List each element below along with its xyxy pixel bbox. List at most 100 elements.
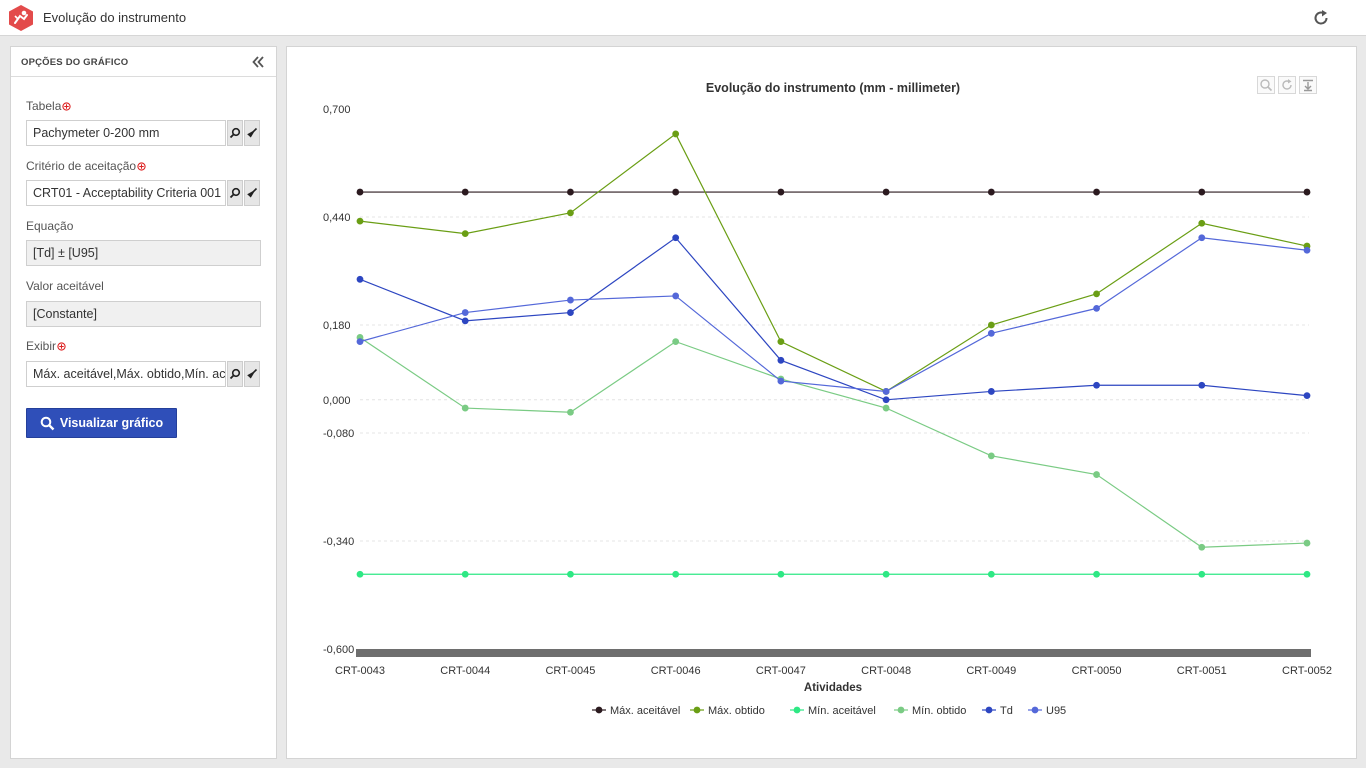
criterio-field[interactable]: CRT01 - Acceptability Criteria 001	[26, 180, 226, 206]
equacao-field: [Td] ± [U95]	[26, 240, 261, 266]
export-button[interactable]	[1299, 76, 1317, 94]
top-bar: Evolução do instrumento	[0, 0, 1366, 36]
chart-options-panel: OPÇÕES DO GRÁFICO Tabela Pachymeter 0-20…	[10, 46, 277, 759]
tabela-clear-button[interactable]	[244, 120, 260, 146]
series-line	[359, 237, 1308, 393]
legend-label: Td	[1000, 705, 1013, 717]
data-point	[672, 188, 680, 196]
data-point	[1198, 188, 1206, 196]
data-point	[1303, 392, 1311, 400]
data-point	[1093, 304, 1100, 312]
visualizar-grafico-button[interactable]: Visualizar gráfico	[26, 408, 177, 438]
data-point	[882, 404, 890, 412]
data-point	[1093, 290, 1100, 298]
x-axis-bar	[356, 649, 1311, 657]
required-icon	[57, 342, 66, 351]
data-point	[1198, 381, 1206, 389]
criterio-clear-button[interactable]	[244, 180, 260, 206]
data-point	[1303, 246, 1311, 254]
data-point	[356, 275, 364, 283]
data-point	[987, 188, 995, 196]
tabela-field[interactable]: Pachymeter 0-200 mm	[26, 120, 226, 146]
series-line	[359, 133, 1308, 393]
data-point	[567, 309, 574, 316]
broom-icon	[247, 187, 258, 198]
data-point	[882, 388, 890, 395]
data-point	[672, 130, 680, 138]
data-point	[461, 404, 469, 412]
data-point	[987, 452, 995, 460]
data-point	[777, 377, 785, 385]
series-line	[359, 336, 1308, 548]
data-point	[461, 230, 469, 238]
data-point	[777, 570, 785, 578]
y-tick-label: 0,440	[323, 212, 351, 224]
reset-zoom-icon	[1282, 79, 1292, 90]
panel-title: OPÇÕES DO GRÁFICO	[21, 57, 129, 68]
zoom-button[interactable]	[1257, 76, 1275, 94]
data-point	[461, 570, 469, 578]
y-tick-label: -0,600	[323, 644, 354, 656]
data-point	[356, 338, 364, 346]
chart-title: Evolução do instrumento (mm - millimeter…	[706, 81, 960, 95]
y-tick-label: -0,080	[323, 428, 354, 440]
x-tick-label: CRT-0051	[1177, 665, 1227, 677]
legend-label: Mín. obtido	[912, 705, 966, 717]
legend-marker	[1031, 706, 1039, 714]
exibir-clear-button[interactable]	[244, 361, 260, 387]
required-icon	[137, 162, 146, 171]
export-icon	[1303, 79, 1313, 92]
series-line	[359, 236, 1308, 401]
y-tick-label: 0,000	[323, 395, 351, 407]
data-point	[777, 356, 785, 364]
x-tick-label: CRT-0049	[966, 665, 1016, 677]
search-icon	[229, 368, 241, 380]
panel-header: OPÇÕES DO GRÁFICO	[11, 47, 276, 77]
data-point	[1198, 234, 1206, 242]
y-tick-label: 0,180	[323, 320, 351, 332]
data-point	[567, 296, 574, 304]
search-icon	[40, 416, 55, 430]
double-chevron-left-icon[interactable]	[250, 54, 266, 70]
data-point	[1093, 570, 1100, 578]
legend-label: U95	[1046, 705, 1066, 717]
data-point	[987, 321, 995, 329]
x-tick-label: CRT-0043	[335, 665, 385, 677]
legend-label: Máx. obtido	[708, 705, 765, 717]
data-point	[987, 570, 995, 578]
criterio-search-button[interactable]	[227, 180, 243, 206]
data-point	[987, 388, 995, 395]
data-point	[1303, 570, 1311, 578]
required-icon	[62, 102, 72, 111]
legend-marker	[897, 706, 905, 714]
line-chart: Evolução do instrumento (mm - millimeter…	[323, 81, 1332, 717]
data-point	[461, 188, 469, 196]
data-point	[672, 234, 680, 242]
data-point	[567, 209, 574, 217]
broom-icon	[247, 127, 258, 138]
tabela-search-button[interactable]	[227, 120, 243, 146]
data-point	[567, 570, 574, 578]
data-point	[567, 188, 574, 196]
data-point	[1303, 539, 1311, 547]
zoom-icon	[1260, 79, 1273, 92]
search-icon	[229, 187, 241, 199]
valor-label: Valor aceitável	[26, 279, 104, 293]
valor-field: [Constante]	[26, 301, 261, 327]
exibir-field[interactable]: Máx. aceitável,Máx. obtido,Mín. aceitáve…	[26, 361, 226, 387]
legend-marker	[595, 706, 603, 714]
refresh-icon[interactable]	[1310, 8, 1332, 28]
search-icon	[229, 127, 241, 139]
y-tick-label: -0,340	[323, 536, 354, 548]
exibir-search-button[interactable]	[227, 361, 243, 387]
broom-icon	[247, 368, 258, 379]
data-point	[672, 570, 680, 578]
data-point	[1093, 381, 1100, 389]
legend-marker	[793, 706, 801, 714]
x-tick-label: CRT-0050	[1072, 665, 1122, 677]
x-tick-label: CRT-0052	[1282, 665, 1332, 677]
data-point	[882, 396, 890, 404]
data-point	[356, 217, 364, 225]
reset-zoom-button[interactable]	[1278, 76, 1296, 94]
visualizar-grafico-label: Visualizar gráfico	[59, 416, 164, 430]
